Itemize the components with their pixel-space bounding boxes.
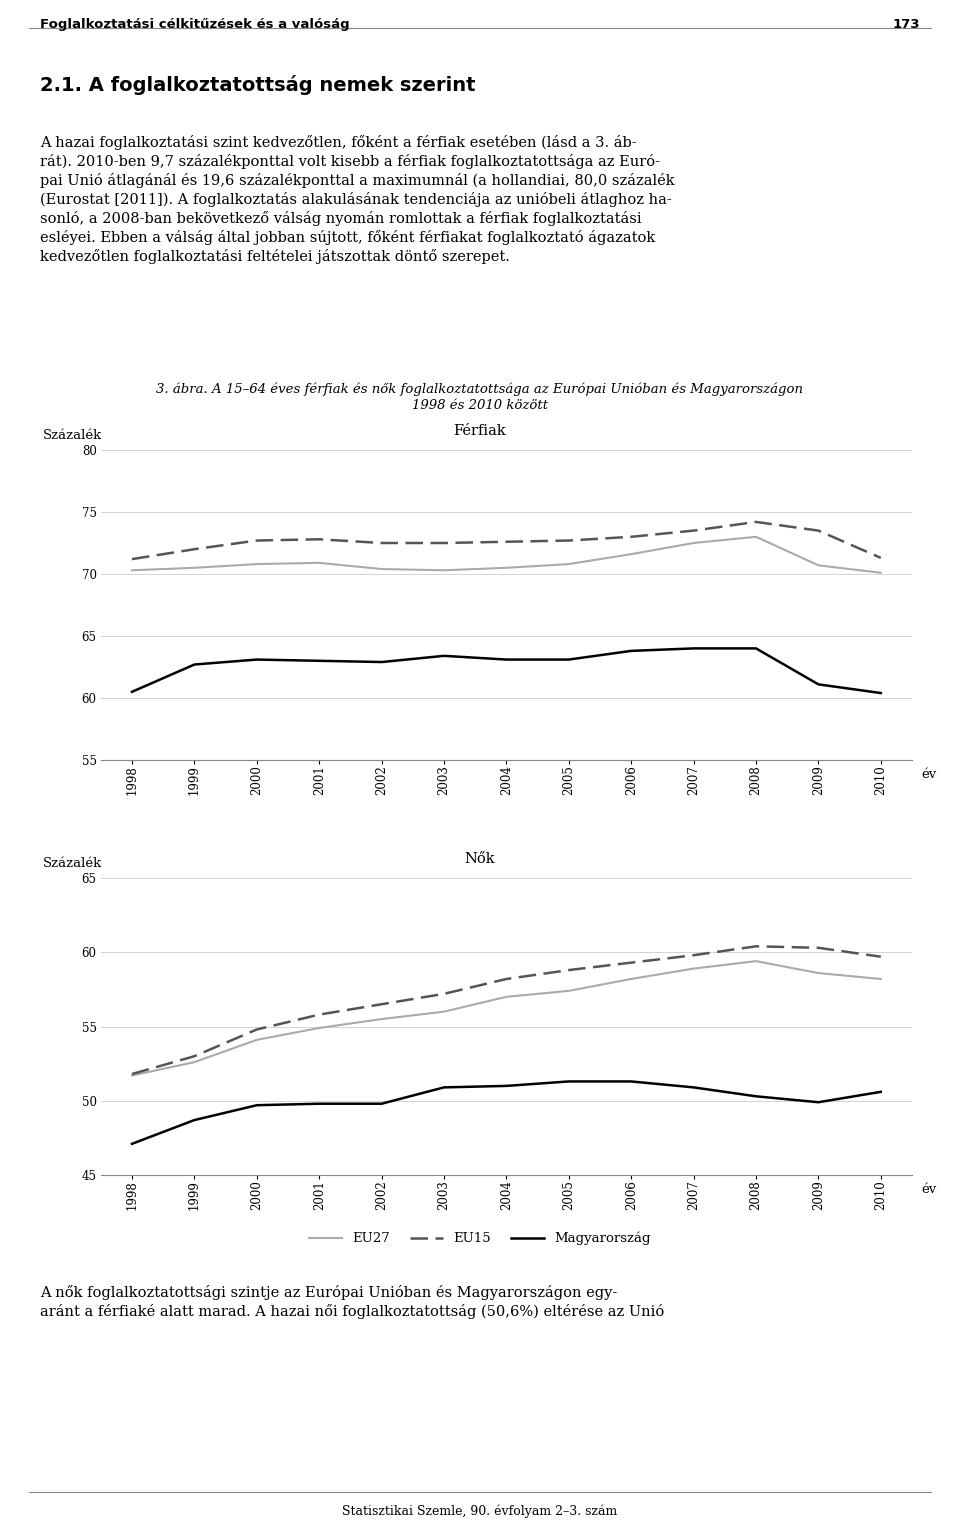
Text: sonló, a 2008-ban bekövetkező válság nyomán romlottak a férfiak foglalkoztatási: sonló, a 2008-ban bekövetkező válság nyo… — [40, 211, 642, 227]
Text: A nők foglalkoztatottsági szintje az Európai Unióban és Magyarországon egy-: A nők foglalkoztatottsági szintje az Eur… — [40, 1285, 617, 1300]
Legend: EU27, EU15, Magyarország: EU27, EU15, Magyarország — [303, 1226, 657, 1250]
Text: 3. ábra. A 15–64 éves férfiak és nők foglalkoztatottsága az Európai Unióban és M: 3. ábra. A 15–64 éves férfiak és nők fog… — [156, 382, 804, 395]
Text: pai Unió átlagánál és 19,6 százalékponttal a maximumnál (a hollandiai, 80,0 száz: pai Unió átlagánál és 19,6 százalékpontt… — [40, 173, 675, 189]
Text: kedvezőtlen foglalkoztatási feltételei játszottak döntő szerepet.: kedvezőtlen foglalkoztatási feltételei j… — [40, 249, 510, 265]
Text: Statisztikai Szemle, 90. évfolyam 2–3. szám: Statisztikai Szemle, 90. évfolyam 2–3. s… — [343, 1504, 617, 1518]
Text: Százalék: Százalék — [43, 858, 103, 870]
Text: év: év — [922, 768, 937, 780]
Text: Százalék: Százalék — [43, 429, 103, 443]
Text: 1998 és 2010 között: 1998 és 2010 között — [412, 399, 548, 412]
Text: 173: 173 — [892, 18, 920, 30]
Text: év: év — [922, 1183, 937, 1196]
Text: (Eurostat [2011]). A foglalkoztatás alakulásának tendenciája az unióbeli átlagho: (Eurostat [2011]). A foglalkoztatás alak… — [40, 192, 672, 207]
Text: Foglalkoztatási célkitűzések és a valóság: Foglalkoztatási célkitűzések és a valósá… — [40, 18, 350, 30]
Text: rát). 2010-ben 9,7 százalékponttal volt kisebb a férfiak foglalkoztatottsága az : rát). 2010-ben 9,7 százalékponttal volt … — [40, 154, 660, 169]
Text: A hazai foglalkoztatási szint kedvezőtlen, főként a férfiak esetében (lásd a 3. : A hazai foglalkoztatási szint kedvezőtle… — [40, 135, 636, 151]
Text: Nők: Nők — [465, 852, 495, 865]
Text: esléyei. Ebben a válság által jobban sújtott, főként férfiakat foglalkoztató ága: esléyei. Ebben a válság által jobban súj… — [40, 230, 656, 245]
Text: aránt a férfiaké alatt marad. A hazai női foglalkoztatottság (50,6%) eltérése az: aránt a férfiaké alatt marad. A hazai nő… — [40, 1303, 664, 1319]
Text: Férfiak: Férfiak — [454, 424, 506, 438]
Text: 2.1. A foglalkoztatottság nemek szerint: 2.1. A foglalkoztatottság nemek szerint — [40, 75, 476, 94]
